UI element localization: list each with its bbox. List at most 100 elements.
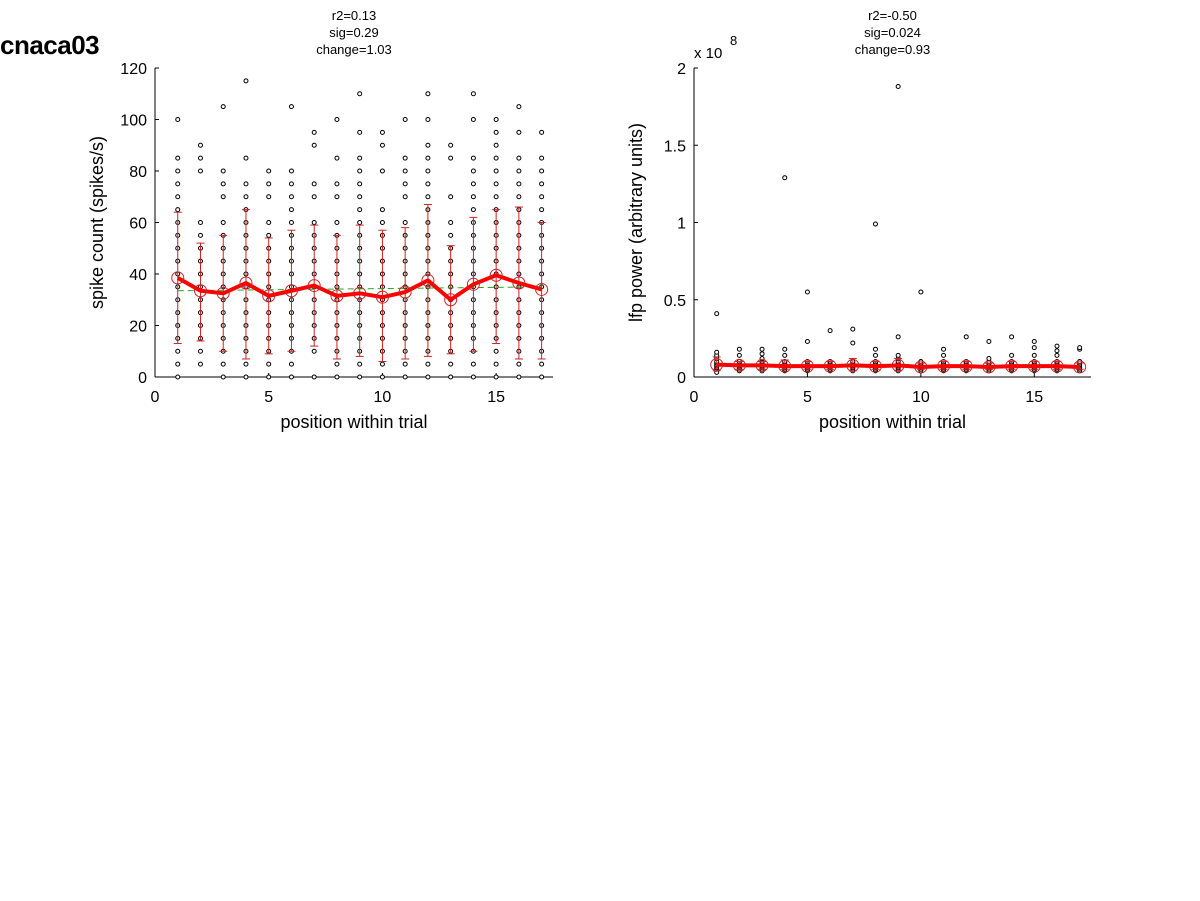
- data-point: [539, 129, 545, 135]
- data-point: [425, 117, 431, 122]
- data-point: [288, 194, 294, 200]
- data-point: [470, 194, 476, 200]
- data-point: [736, 352, 742, 358]
- mean-marker: [330, 289, 344, 303]
- data-point: [804, 338, 810, 344]
- data-point: [493, 168, 499, 174]
- x-tick-label: 10: [374, 389, 392, 406]
- data-point: [288, 220, 294, 225]
- data-point: [175, 194, 181, 200]
- data-point: [357, 129, 363, 135]
- data-point: [243, 155, 249, 161]
- data-point: [1077, 345, 1083, 351]
- data-point: [425, 181, 431, 187]
- data-point: [379, 168, 385, 174]
- data-point: [379, 220, 385, 225]
- mean-marker: [444, 293, 458, 307]
- mean-marker: [216, 286, 230, 300]
- data-point: [493, 181, 499, 187]
- x-axis-label: position within trial: [280, 412, 427, 432]
- x-tick-label: 0: [151, 389, 160, 406]
- data-point: [243, 194, 249, 200]
- data-point: [175, 207, 181, 213]
- data-point: [516, 181, 522, 187]
- data-point: [470, 91, 476, 97]
- chart-stat-label: r2=-0.50: [868, 8, 917, 23]
- x-tick-label: 5: [803, 389, 812, 406]
- y-tick-label: 100: [120, 113, 147, 130]
- data-point: [311, 348, 317, 354]
- chart-stat-label: sig=0.024: [864, 25, 921, 40]
- data-point: [220, 220, 226, 225]
- data-point: [493, 142, 499, 148]
- data-point: [448, 194, 454, 200]
- data-point: [425, 155, 431, 161]
- data-point: [941, 352, 947, 358]
- data-point: [175, 168, 181, 174]
- data-point: [493, 194, 499, 200]
- y-tick-label: 80: [129, 164, 147, 181]
- data-point: [197, 348, 203, 354]
- data-point: [288, 104, 294, 110]
- mean-marker: [755, 358, 769, 372]
- mean-marker: [732, 358, 746, 372]
- data-point: [1054, 352, 1060, 358]
- y-tick-label: 1: [677, 216, 686, 233]
- data-point: [357, 155, 363, 161]
- data-point: [334, 361, 340, 367]
- data-point: [266, 194, 272, 200]
- data-point: [539, 207, 545, 213]
- mean-marker: [868, 359, 882, 373]
- data-point: [425, 374, 431, 380]
- data-point: [402, 181, 408, 187]
- mean-marker: [937, 359, 951, 373]
- data-point: [357, 168, 363, 174]
- mean-marker: [535, 282, 549, 296]
- data-point: [895, 352, 901, 358]
- data-point: [175, 117, 181, 122]
- data-point: [220, 168, 226, 174]
- data-point: [357, 207, 363, 213]
- x-axis-label: position within trial: [819, 412, 966, 432]
- x-tick-label: 5: [264, 389, 273, 406]
- y-tick-label: 40: [129, 267, 147, 284]
- data-point: [357, 374, 363, 380]
- data-point: [334, 117, 340, 122]
- data-point: [357, 91, 363, 97]
- data-point: [243, 361, 249, 367]
- data-point: [539, 181, 545, 187]
- data-point: [266, 361, 272, 367]
- data-point: [197, 361, 203, 367]
- data-point: [516, 374, 522, 380]
- data-point: [311, 374, 317, 380]
- mean-marker: [171, 271, 185, 285]
- data-point: [714, 311, 720, 317]
- data-point: [379, 129, 385, 135]
- data-point: [425, 361, 431, 367]
- data-point: [266, 168, 272, 174]
- data-point: [448, 232, 454, 238]
- data-point: [470, 155, 476, 161]
- data-point: [311, 129, 317, 135]
- data-point: [402, 194, 408, 200]
- mean-marker: [959, 359, 973, 373]
- fit-line: [177, 286, 542, 292]
- data-point: [288, 207, 294, 213]
- mean-line: [716, 362, 1080, 369]
- data-point: [448, 142, 454, 148]
- data-point: [334, 194, 340, 200]
- exponent-power: 8: [730, 33, 737, 48]
- mean-marker: [1073, 360, 1087, 374]
- y-tick-label: 60: [129, 216, 147, 233]
- data-point: [243, 181, 249, 187]
- data-point: [220, 374, 226, 380]
- mean-marker: [239, 276, 253, 290]
- data-point: [850, 340, 856, 346]
- mean-marker: [982, 360, 996, 374]
- data-point: [220, 181, 226, 187]
- data-point: [963, 334, 969, 340]
- data-point: [288, 181, 294, 187]
- data-point: [470, 117, 476, 122]
- mean-marker: [262, 289, 276, 303]
- mean-marker: [914, 360, 928, 374]
